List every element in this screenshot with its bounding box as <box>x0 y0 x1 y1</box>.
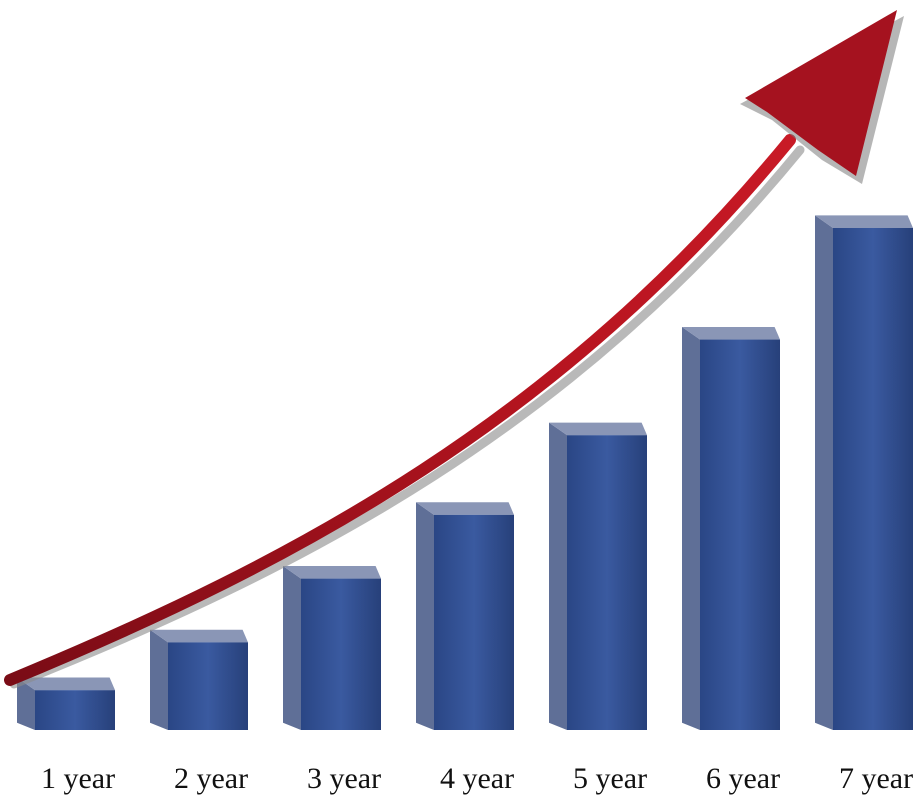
bars-group <box>17 215 913 730</box>
bar-front-face <box>168 642 248 730</box>
trend-arrow-shadow <box>9 145 805 689</box>
x-tick-label: 5 year <box>573 762 647 795</box>
x-tick-label: 1 year <box>41 762 115 795</box>
bar-side-face <box>283 566 301 730</box>
bar-3 <box>283 566 381 730</box>
bar-front-face <box>35 690 115 730</box>
bar-top-face <box>283 566 381 579</box>
bar-side-face <box>815 215 833 730</box>
bar-front-face <box>567 435 647 730</box>
trend-arrowhead <box>745 10 897 176</box>
bar-top-face <box>815 215 913 228</box>
bar-side-face <box>682 326 700 730</box>
bar-side-face <box>17 677 35 730</box>
bar-side-face <box>549 422 567 730</box>
bar-7 <box>815 215 913 730</box>
bar-top-face <box>416 502 514 515</box>
bar-front-face <box>434 514 514 730</box>
bar-top-face <box>17 677 115 691</box>
bar-top-face <box>150 629 248 643</box>
x-tick-label: 6 year <box>706 762 780 795</box>
trend-arrow-group <box>4 10 904 689</box>
bar-6 <box>682 326 780 730</box>
x-tick-labels: 1 year 2 year 3 year 4 year 5 year 6 year 7 ye… <box>41 762 913 795</box>
bar-front-face <box>700 339 780 730</box>
bar-top-face <box>682 326 780 340</box>
bar-5 <box>549 422 647 730</box>
trend-arrow-shaft <box>4 134 796 686</box>
bar-front-face <box>301 578 381 730</box>
bar-4 <box>416 502 514 730</box>
x-tick-label: 7 year <box>839 762 913 795</box>
bar-side-face <box>150 629 168 730</box>
bar-front-face <box>833 228 913 730</box>
x-tick-label: 2 year <box>174 762 248 795</box>
x-tick-label: 3 year <box>307 762 381 795</box>
bar-side-face <box>416 502 434 730</box>
bar-2 <box>150 629 248 730</box>
bar-top-face <box>549 422 647 436</box>
bar-1 <box>17 677 115 730</box>
x-tick-label: 4 year <box>440 762 514 795</box>
